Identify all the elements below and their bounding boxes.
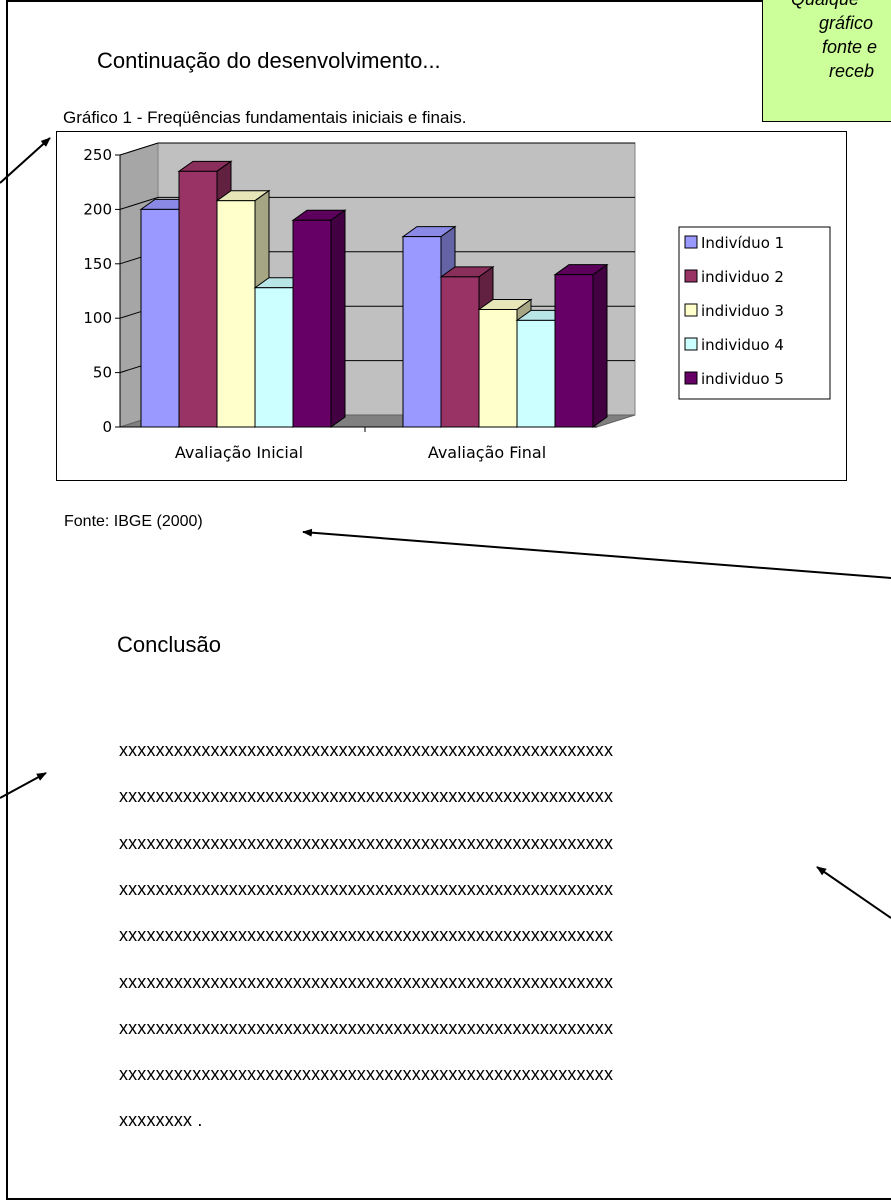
note-line: fonte e <box>822 37 878 57</box>
bar <box>478 308 518 428</box>
legend-swatch <box>684 371 698 385</box>
x-category-label: Avaliação Final <box>428 443 546 462</box>
legend-label: individuo 2 <box>701 268 784 286</box>
arrow-to-caption <box>0 137 51 184</box>
body-text-line: xxxxxxxxxxxxxxxxxxxxxxxxxxxxxxxxxxxxxxxx… <box>119 786 614 807</box>
body-text-line: xxxxxxxxxxxxxxxxxxxxxxxxxxxxxxxxxxxxxxxx… <box>119 925 614 946</box>
source-caption: Fonte: IBGE (2000) <box>64 513 203 530</box>
bar <box>140 208 180 428</box>
chart: 0 50 100 150 200 250 Avaliação Inicial Avaliaçã… <box>56 131 847 481</box>
legend-label: individuo 5 <box>701 370 784 388</box>
arrow-to-text <box>816 866 891 919</box>
y-tick-label: 100 <box>83 309 112 327</box>
conclusion-title: Conclusão <box>117 632 221 657</box>
note-line: Qualque <box>791 0 859 11</box>
legend-label: Indivíduo 1 <box>701 234 784 252</box>
legend-swatch <box>684 269 698 283</box>
body-text-line: xxxxxxxx . <box>119 1110 203 1131</box>
bar <box>292 219 332 428</box>
legend-label: individuo 3 <box>701 302 784 320</box>
body-text-line: xxxxxxxxxxxxxxxxxxxxxxxxxxxxxxxxxxxxxxxx… <box>119 1064 614 1085</box>
x-category-label: Avaliação Inicial <box>175 443 303 462</box>
section-title: Continuação do desenvolvimento... <box>97 48 441 73</box>
bar <box>516 319 556 428</box>
y-tick-label: 150 <box>83 255 112 273</box>
chart-caption: Gráfico 1 - Freqüências fundamentais ini… <box>63 108 467 127</box>
chart-svg: 0 50 100 150 200 250 Avaliação Inicial Avaliaçã… <box>83 142 831 462</box>
note-line: receb <box>829 61 875 81</box>
body-text-line: xxxxxxxxxxxxxxxxxxxxxxxxxxxxxxxxxxxxxxxx… <box>119 878 614 899</box>
y-tick-label: 250 <box>83 146 112 164</box>
note-line: gráfico <box>819 13 874 33</box>
body-text-line: xxxxxxxxxxxxxxxxxxxxxxxxxxxxxxxxxxxxxxxx… <box>119 1017 614 1038</box>
y-tick-label: 0 <box>102 418 112 436</box>
legend <box>678 226 831 400</box>
legend-swatch <box>684 235 698 249</box>
gridline <box>119 142 635 156</box>
bar <box>216 200 256 428</box>
bar <box>254 287 294 428</box>
legend-swatch <box>684 303 698 317</box>
annotation-note: Qualque gráfico fonte e receb <box>762 0 891 122</box>
body-text-line: xxxxxxxxxxxxxxxxxxxxxxxxxxxxxxxxxxxxxxxx… <box>119 740 614 760</box>
bar <box>178 170 218 428</box>
bar <box>554 274 594 428</box>
body-text-line: xxxxxxxxxxxxxxxxxxxxxxxxxxxxxxxxxxxxxxxx… <box>119 832 614 853</box>
arrow-to-source <box>302 528 891 579</box>
legend-swatch <box>684 337 698 351</box>
body-text-line: xxxxxxxxxxxxxxxxxxxxxxxxxxxxxxxxxxxxxxxx… <box>119 971 614 992</box>
y-tick-label: 50 <box>93 364 112 382</box>
arrow-to-margin <box>0 772 47 799</box>
y-tick-label: 200 <box>83 200 112 218</box>
legend-label: individuo 4 <box>701 336 784 354</box>
gridline <box>119 196 635 210</box>
